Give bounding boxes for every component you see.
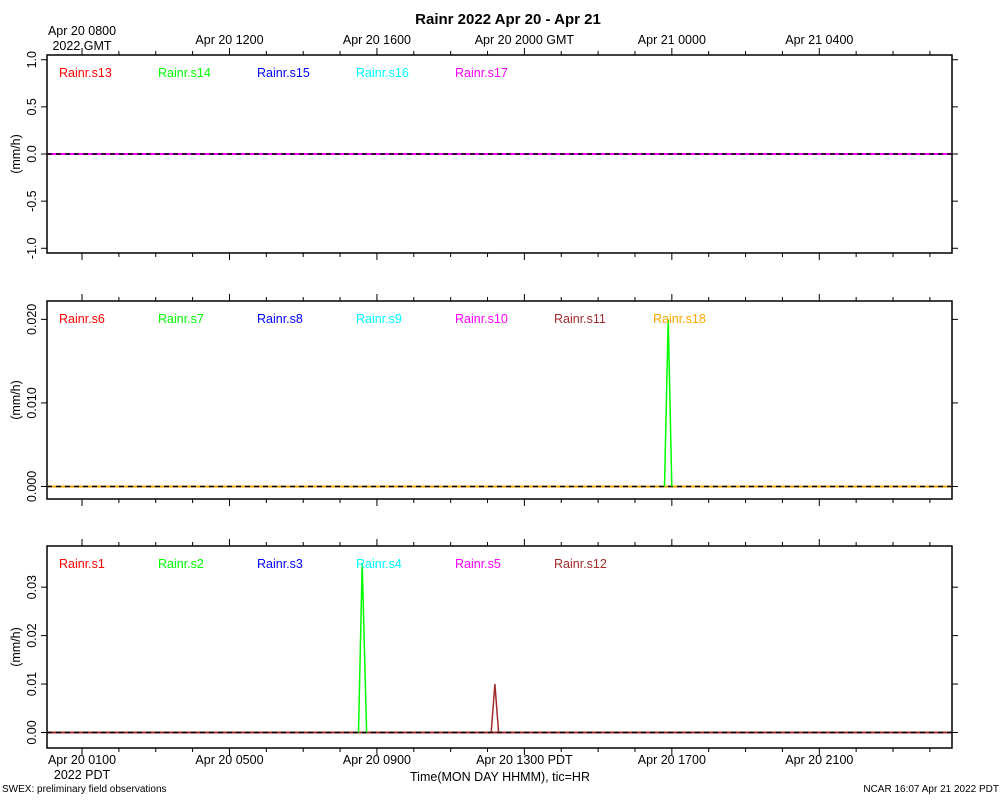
top-tick-label: Apr 21 0400 (785, 33, 853, 47)
legend-label: Rainr.s16 (356, 66, 409, 80)
y-tick-label: 0.02 (25, 623, 39, 647)
legend-label: Rainr.s8 (257, 312, 303, 326)
legend-label: Rainr.s15 (257, 66, 310, 80)
y-tick-label: 0.020 (25, 304, 39, 335)
top-tick-label: Apr 20 1200 (195, 33, 263, 47)
y-tick-label: 0.5 (25, 98, 39, 115)
y-axis-label: (mm/h) (9, 134, 23, 174)
legend-label: Rainr.s4 (356, 557, 402, 571)
top-tick-label: Apr 20 0800 (48, 24, 116, 38)
y-axis-label: (mm/h) (9, 627, 23, 667)
bottom-tick-label: Apr 20 0900 (343, 753, 411, 767)
bottom-tick-label: Apr 20 0500 (195, 753, 263, 767)
y-tick-label: 0.01 (25, 672, 39, 696)
y-tick-label: 0.0 (25, 145, 39, 162)
footer-left-note: SWEX: preliminary field observations (2, 784, 167, 795)
legend-label: Rainr.s11 (554, 312, 606, 326)
y-tick-label: 0.010 (25, 387, 39, 418)
legend-label: Rainr.s9 (356, 312, 402, 326)
footer-right-note: NCAR 16:07 Apr 21 2022 PDT (863, 784, 999, 795)
legend-label: Rainr.s18 (653, 312, 706, 326)
y-tick-label: 0.03 (25, 575, 39, 599)
legend-label: Rainr.s13 (59, 66, 112, 80)
top-tick-label: Apr 21 0000 (638, 33, 706, 47)
chart-panel: 0.00 0.01 0.02 0.03 (mm/h) Rainr.s1 Rainr.s2 Ra… (9, 539, 958, 755)
bottom-tick-label: Apr 20 1300 PDT (476, 753, 573, 767)
series-line (663, 319, 673, 487)
panel-frame (46, 545, 953, 749)
legend-label: Rainr.s6 (59, 312, 105, 326)
series-line (490, 684, 500, 733)
panel-frame (46, 300, 953, 500)
legend-label: Rainr.s12 (554, 557, 607, 571)
legend-label: Rainr.s10 (455, 312, 508, 326)
chart-title: Rainr 2022 Apr 20 - Apr 21 (415, 11, 601, 28)
y-tick-label: 0.00 (25, 720, 39, 744)
top-tick-label: 2022 GMT (52, 39, 111, 53)
legend-label: Rainr.s2 (158, 557, 204, 571)
bottom-tick-label: Apr 20 1700 (638, 753, 706, 767)
legend-label: Rainr.s17 (455, 66, 508, 80)
y-tick-label: 1.0 (25, 51, 39, 68)
x-axis-label: Time(MON DAY HHMM), tic=HR (410, 770, 590, 784)
legend-label: Rainr.s1 (59, 557, 105, 571)
legend-label: Rainr.s7 (158, 312, 204, 326)
bottom-tick-label: 2022 PDT (54, 768, 111, 782)
legend-label: Rainr.s14 (158, 66, 211, 80)
series-line (357, 562, 368, 733)
chart-panel: 0.000 0.010 0.020 (mm/h) Rainr.s6 Rainr.s7 Rai… (9, 294, 958, 506)
legend-label: Rainr.s3 (257, 557, 303, 571)
bottom-tick-label: Apr 20 0100 (48, 753, 116, 767)
legend-label: Rainr.s5 (455, 557, 501, 571)
y-tick-label: -0.5 (25, 190, 39, 212)
top-tick-label: Apr 20 1600 (343, 33, 411, 47)
top-tick-label: Apr 20 2000 GMT (475, 33, 575, 47)
bottom-tick-label: Apr 20 2100 (785, 753, 853, 767)
chart-panels: -1.0 -0.5 0.0 0.5 1.0 (mm/h) Rainr.s13 Rainr.s1… (9, 48, 958, 755)
y-axis-label: (mm/h) (9, 380, 23, 420)
y-tick-label: -1.0 (25, 237, 39, 259)
y-tick-label: 0.000 (25, 471, 39, 502)
chart-panel: -1.0 -0.5 0.0 0.5 1.0 (mm/h) Rainr.s13 Rainr.s1… (9, 48, 958, 260)
